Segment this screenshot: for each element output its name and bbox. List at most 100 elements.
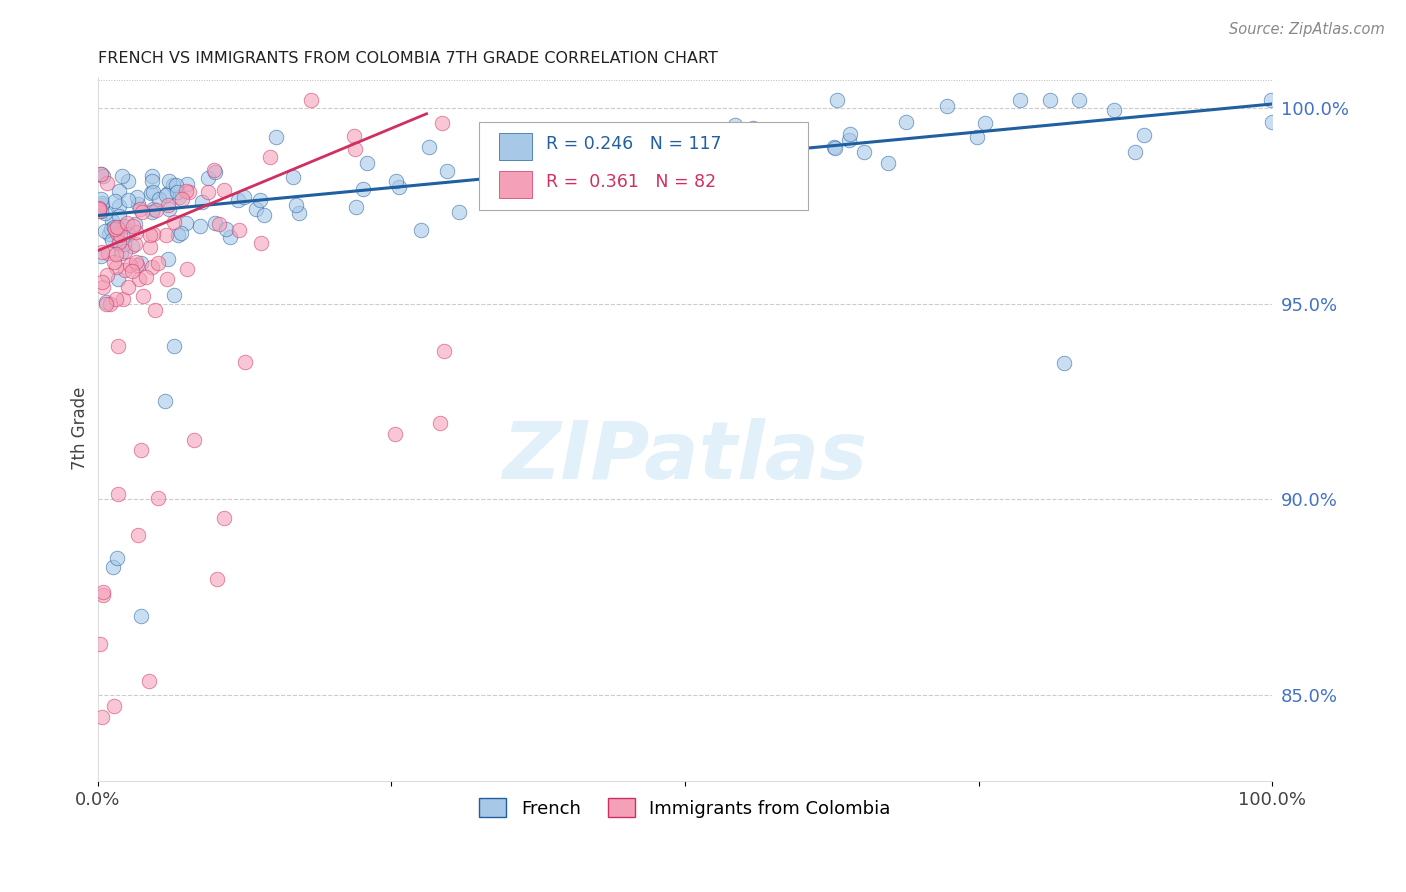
Point <box>105 260 128 275</box>
Point <box>108 228 131 243</box>
Point <box>112 237 135 252</box>
Point <box>146 491 169 505</box>
Point <box>103 255 125 269</box>
Point <box>124 236 146 251</box>
Point <box>162 178 184 192</box>
Point <box>104 221 127 235</box>
Point <box>117 193 139 207</box>
Point <box>139 186 162 200</box>
Point <box>90 249 112 263</box>
Point <box>183 434 205 448</box>
Point <box>153 393 176 408</box>
Point <box>110 246 132 260</box>
Point <box>131 205 153 219</box>
Point <box>87 202 110 216</box>
Point <box>139 240 162 254</box>
Point <box>91 280 114 294</box>
Point <box>111 169 134 183</box>
Point <box>117 227 139 241</box>
Point <box>127 196 149 211</box>
Point <box>107 235 129 249</box>
Point <box>121 239 143 253</box>
Text: Source: ZipAtlas.com: Source: ZipAtlas.com <box>1229 22 1385 37</box>
Point <box>104 247 127 261</box>
Point <box>145 202 167 217</box>
Point <box>108 236 131 251</box>
Point <box>89 637 111 651</box>
Point <box>591 138 613 153</box>
Point <box>127 527 149 541</box>
Point <box>142 227 165 241</box>
Point <box>176 178 198 192</box>
Point <box>139 227 162 242</box>
Point <box>343 128 366 143</box>
Point <box>825 93 848 107</box>
Point <box>91 169 114 184</box>
Point <box>90 198 112 212</box>
Point <box>103 220 125 235</box>
Point <box>204 217 226 231</box>
Y-axis label: 7th Grade: 7th Grade <box>72 387 89 470</box>
Text: R =  0.361   N = 82: R = 0.361 N = 82 <box>547 173 717 191</box>
Point <box>108 184 131 198</box>
Point <box>249 235 271 250</box>
Point <box>103 698 125 713</box>
Point <box>128 272 150 286</box>
Point <box>288 206 311 220</box>
Point <box>197 185 219 199</box>
Point <box>190 195 212 210</box>
Point <box>138 673 160 688</box>
Point <box>107 272 129 286</box>
Point <box>264 129 287 144</box>
Point <box>824 141 846 155</box>
Point <box>90 168 112 182</box>
Point <box>98 227 121 241</box>
Point <box>1260 93 1282 107</box>
Point <box>205 572 228 586</box>
Point <box>432 116 454 130</box>
Point <box>281 169 304 184</box>
Bar <box>499 133 533 160</box>
Text: R = 0.246   N = 117: R = 0.246 N = 117 <box>547 136 721 153</box>
Point <box>90 196 112 211</box>
Point <box>105 220 128 235</box>
Point <box>117 279 139 293</box>
Point <box>90 203 112 218</box>
Point <box>208 217 231 231</box>
Point <box>148 256 170 270</box>
Point <box>155 228 177 243</box>
Point <box>124 217 146 231</box>
Point <box>249 194 271 208</box>
Point <box>176 261 198 276</box>
Point <box>112 219 135 233</box>
Point <box>352 182 374 196</box>
Point <box>823 140 845 154</box>
FancyBboxPatch shape <box>479 122 808 211</box>
Point <box>1261 115 1284 129</box>
Point <box>411 223 433 237</box>
Point <box>628 181 651 195</box>
Point <box>118 258 141 272</box>
Point <box>156 271 179 285</box>
Point <box>121 264 143 278</box>
Point <box>117 174 139 188</box>
Point <box>188 219 211 234</box>
Point <box>141 169 163 183</box>
Point <box>204 165 226 179</box>
Point <box>1008 93 1031 107</box>
Point <box>96 268 118 282</box>
Point <box>662 126 685 140</box>
Point <box>156 252 179 267</box>
Point <box>344 142 367 156</box>
Point <box>586 152 609 166</box>
Point <box>166 227 188 242</box>
Point <box>105 226 128 240</box>
Point <box>527 186 550 201</box>
Point <box>112 293 135 307</box>
Point <box>388 179 411 194</box>
Point <box>91 585 114 599</box>
Point <box>245 202 267 216</box>
Point <box>131 288 153 302</box>
Point <box>1039 93 1062 107</box>
Point <box>385 174 408 188</box>
